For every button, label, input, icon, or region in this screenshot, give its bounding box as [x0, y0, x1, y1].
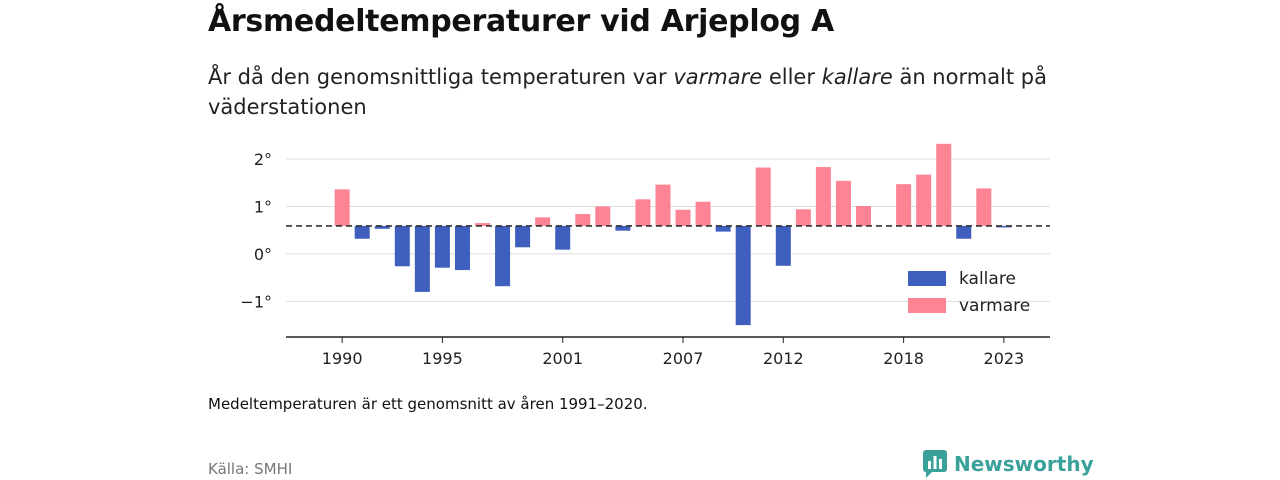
bar-warmer: [795, 209, 811, 226]
bar-warmer: [936, 143, 952, 226]
bar-warmer: [595, 206, 611, 226]
x-tick-label: 2023: [984, 349, 1025, 368]
chart-subtitle: År då den genomsnittliga temperaturen va…: [208, 62, 1068, 122]
x-tick-label: 2018: [883, 349, 924, 368]
y-tick-label: −1°: [240, 292, 272, 311]
legend-label-kallare: kallare: [959, 269, 1016, 289]
legend: kallare varmare: [908, 269, 1030, 316]
bar-colder: [495, 225, 511, 287]
bar-colder: [555, 225, 571, 250]
bar-warmer: [976, 188, 992, 226]
bar-warmer: [815, 167, 831, 226]
bars: [334, 143, 1012, 326]
x-tick-label: 1990: [322, 349, 363, 368]
bar-warmer: [334, 189, 350, 226]
chart-title: Årsmedeltemperaturer vid Arjeplog A: [208, 4, 834, 39]
bar-warmer: [856, 205, 872, 226]
bar-colder: [715, 225, 731, 232]
y-tick-label: 1°: [254, 197, 272, 216]
bar-colder: [775, 225, 791, 266]
bar-colder: [615, 225, 631, 231]
newsworthy-logo-icon: [923, 450, 947, 478]
x-tick-label: 1995: [422, 349, 463, 368]
bar-warmer: [695, 201, 711, 226]
legend-label-varmare: varmare: [959, 296, 1030, 316]
bar-colder: [394, 225, 410, 267]
bar-colder: [374, 225, 390, 229]
bar-warmer: [916, 174, 932, 226]
legend-swatch-kallare: [908, 271, 946, 286]
y-tick-labels: 2° 1° 0° −1°: [240, 150, 272, 311]
footnote: Medeltemperaturen är ett genomsnitt av å…: [208, 395, 648, 413]
x-tick-label: 2007: [663, 349, 704, 368]
x-axis: 1990 1995 2001 2007 2012 2018 2023: [286, 336, 1050, 368]
x-tick-label: 2001: [542, 349, 583, 368]
brand-logo: Newsworthy: [922, 449, 1094, 479]
bar-colder: [454, 225, 470, 271]
bar-colder: [354, 225, 370, 239]
subtitle-text-2: eller: [762, 65, 822, 89]
bar-colder: [735, 225, 751, 326]
y-tick-label: 2°: [254, 150, 272, 169]
bar-warmer: [475, 223, 491, 226]
bar-colder: [434, 225, 450, 268]
bar-colder: [414, 225, 430, 292]
subtitle-emphasis-colder: kallare: [821, 65, 893, 89]
bar-warmer: [835, 180, 851, 226]
x-tick-label: 2012: [763, 349, 804, 368]
legend-swatch-varmare: [908, 298, 946, 313]
y-tick-label: 0°: [254, 245, 272, 264]
bar-warmer: [896, 184, 912, 226]
subtitle-text-1: År då den genomsnittliga temperaturen va…: [208, 65, 674, 89]
source-credit: Källa: SMHI: [208, 460, 293, 478]
brand-name: Newsworthy: [954, 452, 1094, 476]
bar-warmer: [655, 184, 671, 226]
bar-warmer: [675, 209, 691, 226]
bar-warmer: [635, 199, 651, 226]
bar-colder: [956, 225, 972, 239]
subtitle-text-3: än normalt på väderstationen: [208, 65, 1047, 119]
bar-warmer: [575, 214, 591, 226]
bar-warmer: [535, 217, 551, 226]
bar-colder: [515, 225, 531, 248]
bar-warmer: [755, 167, 771, 226]
subtitle-emphasis-warmer: varmare: [673, 65, 763, 89]
bar-colder: [996, 225, 1012, 228]
